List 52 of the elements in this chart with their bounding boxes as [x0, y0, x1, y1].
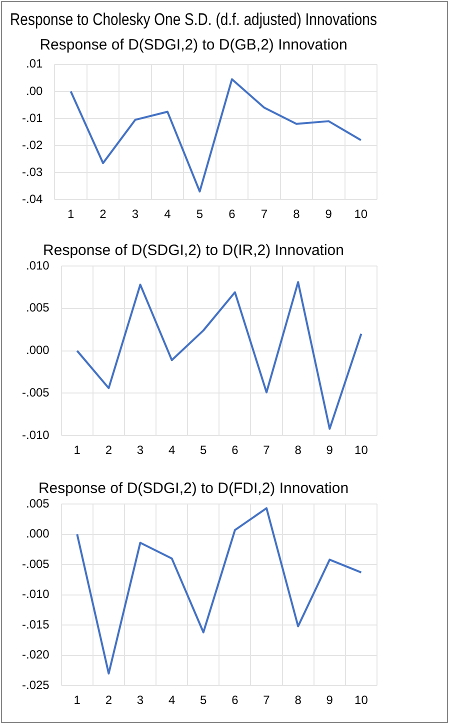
- y-tick-label: .000: [26, 343, 50, 358]
- y-tick-label: -.015: [22, 617, 50, 632]
- x-tick-label: 10: [354, 207, 368, 222]
- x-tick-label: 4: [168, 693, 176, 708]
- x-tick-label: 7: [263, 443, 270, 458]
- x-tick-label: 5: [200, 693, 208, 708]
- y-tick-label: -.04: [22, 192, 43, 206]
- x-tick-label: 10: [354, 443, 368, 458]
- x-tick-label: 4: [164, 207, 172, 222]
- y-tick-label: -.02: [22, 138, 43, 152]
- y-tick-label: .000: [26, 526, 50, 541]
- x-tick-label: 9: [326, 693, 334, 708]
- x-tick-label: 5: [196, 207, 204, 222]
- y-tick-label: -.005: [22, 556, 50, 571]
- y-tick-label: -.005: [22, 386, 50, 400]
- y-tick-label: .005: [26, 496, 50, 510]
- x-tick-label: 8: [293, 207, 300, 222]
- x-tick-label: 1: [74, 693, 81, 708]
- chart-title: Response to Cholesky One S.D. (d.f. adjusted) Innovations: [10, 10, 378, 30]
- chart-title: Response of D(SDGI,2) to D(IR,2) Innovation: [43, 242, 344, 260]
- x-tick-label: 4: [168, 443, 176, 458]
- y-tick-label: -.025: [22, 678, 50, 692]
- x-tick-label: 9: [325, 207, 332, 222]
- x-tick-label: 7: [263, 693, 270, 708]
- x-tick-label: 3: [132, 207, 139, 222]
- y-tick-label: .010: [26, 258, 50, 272]
- x-tick-label: 2: [100, 207, 107, 222]
- x-tick-label: 10: [354, 693, 368, 708]
- y-tick-label: .005: [26, 300, 50, 315]
- x-tick-label: 3: [136, 693, 144, 708]
- y-tick-label: -.020: [22, 648, 50, 662]
- chart-title: Response of D(SDGI,2) to D(FDI,2) Innovation: [38, 480, 349, 498]
- y-tick-label: .00: [26, 84, 43, 98]
- x-tick-label: 6: [232, 693, 239, 708]
- x-tick-label: 2: [105, 443, 112, 458]
- x-tick-label: 3: [136, 443, 144, 458]
- y-tick-label: -.010: [22, 428, 50, 442]
- y-tick-label: -.010: [22, 587, 50, 602]
- x-tick-label: 1: [74, 443, 81, 458]
- x-tick-label: 2: [105, 693, 112, 708]
- x-tick-label: 1: [67, 207, 74, 222]
- x-tick-label: 7: [260, 207, 268, 222]
- x-tick-label: 8: [294, 693, 302, 708]
- chart-subtitle: Response of D(SDGI,2) to D(GB,2) Innovation: [40, 36, 348, 54]
- x-tick-label: 5: [200, 443, 208, 458]
- y-tick-label: .01: [26, 56, 43, 71]
- y-tick-label: -.01: [22, 110, 43, 125]
- y-tick-label: -.03: [22, 164, 43, 179]
- x-tick-label: 8: [294, 443, 302, 458]
- x-tick-label: 6: [232, 443, 239, 458]
- x-tick-label: 9: [326, 443, 334, 458]
- x-tick-label: 6: [228, 207, 236, 222]
